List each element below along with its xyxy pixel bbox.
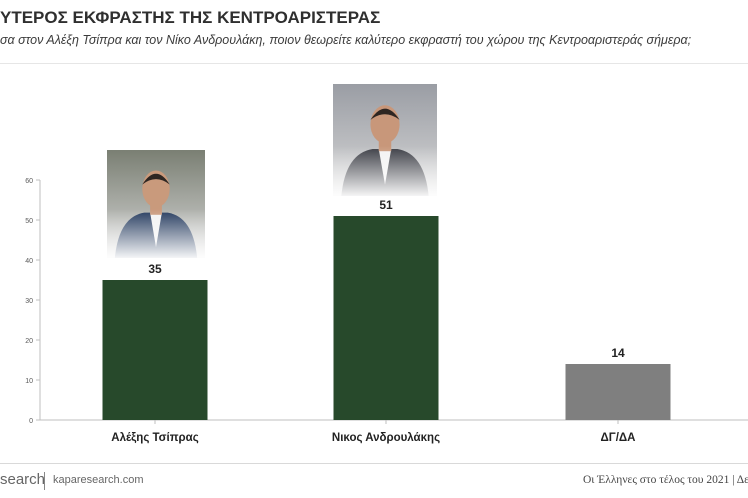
y-tick-label: 60: [25, 178, 33, 185]
y-tick-label: 50: [25, 218, 33, 225]
bar: [102, 280, 208, 420]
header-divider: [0, 63, 748, 64]
page-subtitle: σα στον Αλέξη Τσίπρα και τον Νίκο Ανδρου…: [0, 33, 692, 47]
person-photo-tsipras: [107, 150, 205, 258]
bar: [333, 216, 439, 420]
page-title: ΥΤΕΡΟΣ ΕΚΦΡΑΣΤΗΣ ΤΗΣ ΚΕΝΤΡΟΑΡΙΣΤΕΡΑΣ: [0, 8, 381, 27]
brand-url-link[interactable]: kaparesearch.com: [53, 474, 144, 486]
x-tick-label: Νικος Ανδρουλάκης: [332, 432, 440, 444]
y-tick-label: 30: [25, 298, 33, 305]
brand-separator: [44, 472, 45, 490]
y-tick-label: 20: [25, 338, 33, 345]
bar-value-label: 35: [148, 262, 162, 276]
y-tick-label: 10: [25, 378, 33, 385]
x-tick-label: ΔΓ/ΔΑ: [601, 432, 636, 444]
footer-source-text: Οι Έλληνες στο τέλος του 2021 | Δεκ: [583, 474, 748, 486]
bar-value-label: 51: [379, 198, 393, 212]
bar: [565, 364, 671, 420]
y-tick-label: 40: [25, 258, 33, 265]
y-tick-label: 0: [29, 418, 33, 425]
footer-divider: [0, 463, 748, 464]
x-tick-label: Αλέξης Τσίπρας: [111, 432, 198, 444]
person-photo-androulakis: [333, 84, 437, 196]
bar-value-label: 14: [611, 346, 625, 360]
brand-logo-text: search: [0, 471, 46, 488]
